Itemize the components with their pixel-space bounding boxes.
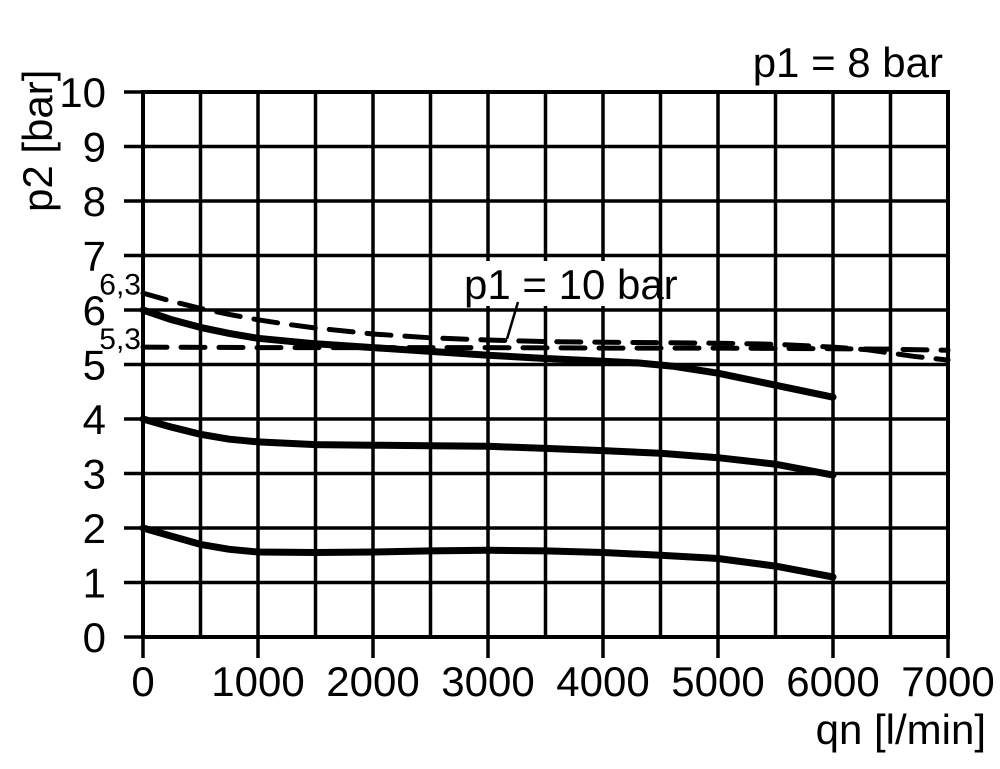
curve-dashed-4 xyxy=(140,344,951,353)
x-tick-label: 7000 xyxy=(901,658,994,705)
chart-curves xyxy=(139,290,951,581)
chart-axes: 0 1000 2000 3000 4000 5000 6000 7000 0 1 2 3 4 5 6 7 8 9 1… xyxy=(59,69,994,705)
y-tick-label: 4 xyxy=(83,396,106,443)
y-tick-label: 10 xyxy=(59,69,106,116)
y-tick-label: 0 xyxy=(83,614,106,661)
x-axis-label: qn [l/min] xyxy=(816,706,986,753)
x-tick-label: 3000 xyxy=(441,658,534,705)
y-tick-label: 1 xyxy=(83,560,106,607)
y-tick-label: 2 xyxy=(83,505,106,552)
x-tick-label: 1000 xyxy=(211,658,304,705)
y-tick-label: 6 xyxy=(83,287,106,334)
p1-10bar-label: p1 = 10 bar xyxy=(464,261,678,308)
p1-8bar-label: p1 = 8 bar xyxy=(753,39,943,86)
x-tick-label: 2000 xyxy=(326,658,419,705)
p1-10bar-label-bg xyxy=(456,261,658,306)
y-axis-label: p2 [bar] xyxy=(14,70,61,212)
y-tick-label: 7 xyxy=(83,233,106,280)
p1-10bar-leader-line xyxy=(505,301,520,340)
y-minor-tick-label: 6,3 xyxy=(99,269,141,302)
curve-solid-2 xyxy=(139,524,837,581)
chart-grid xyxy=(141,90,950,639)
curve-solid-1 xyxy=(139,415,837,479)
x-tick-label: 6000 xyxy=(786,658,879,705)
y-tick-label: 9 xyxy=(83,124,106,171)
x-tick-label: 4000 xyxy=(556,658,649,705)
y-tick-label: 3 xyxy=(83,451,106,498)
y-tick-label: 8 xyxy=(83,178,106,225)
x-tick-label: 5000 xyxy=(671,658,764,705)
y-minor-tick-label: 5,3 xyxy=(99,323,141,356)
curve-solid-0 xyxy=(139,306,837,401)
y-tick-label: 5 xyxy=(83,342,106,389)
x-tick-label: 0 xyxy=(131,658,154,705)
